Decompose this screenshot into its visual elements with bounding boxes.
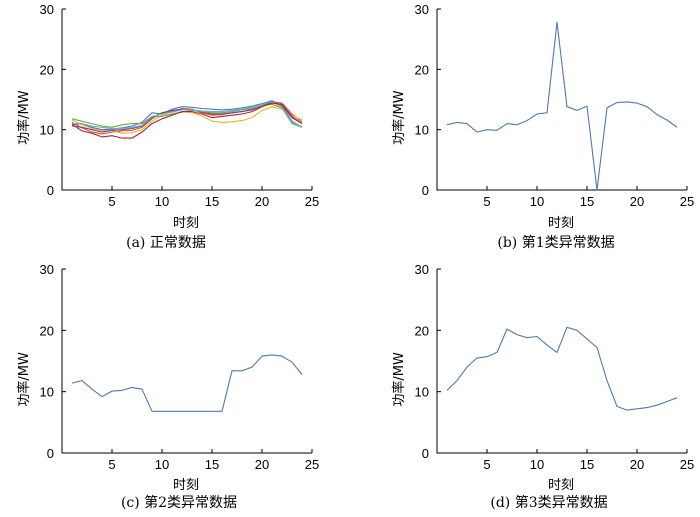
y-tick-label: 10 — [415, 385, 429, 400]
series-line-5 — [71, 103, 303, 128]
chart-panel-4: 5 10 15 20 25 0 10 20 30 功率/MW 时刻(d) 第3类异常数据 — [391, 262, 694, 511]
x-tick-label: 10 — [155, 457, 169, 472]
panel-caption: (a) 正常数据 — [126, 235, 206, 251]
x-tick-label: 15 — [580, 194, 594, 209]
y-tick-label: 0 — [422, 446, 429, 461]
x-tick-label: 25 — [680, 194, 694, 209]
y-tick-label: 10 — [40, 123, 54, 138]
chart-panel-2: 5 10 15 20 25 0 10 20 30 功率/MW 时刻 (b) 第1类异常数据 — [391, 2, 694, 251]
x-tick-label: 5 — [483, 457, 490, 472]
y-tick-label: 20 — [40, 62, 54, 77]
x-tick-label: 5 — [108, 457, 115, 472]
x-tick-label: 5 — [108, 194, 115, 209]
panel-caption: (c) 第2类异常数据 — [121, 494, 237, 511]
panel-caption: (b) 第1类异常数据 — [497, 234, 614, 251]
x-axis-label: 时刻 — [548, 478, 574, 493]
y-tick-label: 10 — [40, 385, 54, 400]
axis-lines — [61, 269, 312, 454]
y-tick-label: 0 — [422, 183, 429, 198]
chart-panel-1: 5 10 15 20 25 0 10 20 30 功率/MW 时刻 (a) 正常数据 — [16, 2, 319, 251]
axis-lines — [61, 9, 312, 191]
panel-caption: (d) 第3类异常数据 — [490, 494, 607, 511]
x-tick-label: 20 — [255, 457, 269, 472]
x-tick-label: 25 — [680, 457, 694, 472]
series-line-1 — [71, 100, 303, 131]
y-tick-label: 0 — [47, 183, 54, 198]
y-tick-label: 0 — [47, 446, 54, 461]
y-tick-label: 10 — [415, 123, 429, 138]
x-axis-label: 时刻 — [173, 478, 199, 493]
y-tick-label: 30 — [415, 262, 429, 277]
y-axis-label: 功率/MW — [16, 352, 32, 407]
y-tick-label: 20 — [415, 62, 429, 77]
series-line-6 — [72, 101, 303, 130]
y-tick-label: 30 — [40, 2, 54, 17]
y-tick-label: 20 — [40, 323, 54, 338]
y-tick-label: 30 — [415, 2, 429, 17]
x-tick-label: 25 — [305, 194, 319, 209]
y-axis-label: 功率/MW — [391, 90, 407, 145]
x-tick-label: 20 — [630, 194, 644, 209]
x-axis-label: 时刻 — [548, 216, 574, 231]
axis-lines — [436, 269, 687, 454]
x-tick-label: 10 — [530, 457, 544, 472]
x-tick-label: 15 — [205, 194, 219, 209]
x-tick-label: 10 — [530, 194, 544, 209]
y-tick-label: 20 — [415, 323, 429, 338]
y-tick-label: 30 — [40, 262, 54, 277]
x-tick-label: 20 — [255, 194, 269, 209]
series-line-7 — [71, 102, 303, 139]
series-line-1 — [446, 326, 678, 411]
x-tick-label: 15 — [580, 457, 594, 472]
axis-lines — [436, 9, 687, 191]
x-tick-label: 10 — [155, 194, 169, 209]
chart-panel-3: 5 10 15 20 25 0 10 20 30 功率/MW 时刻(c) 第2类异常数据 — [16, 262, 319, 511]
y-axis-label: 功率/MW — [16, 90, 32, 145]
y-axis-label: 功率/MW — [391, 352, 407, 407]
x-tick-label: 20 — [630, 457, 644, 472]
series-line-1 — [71, 354, 303, 412]
x-tick-label: 25 — [305, 457, 319, 472]
series-line-1 — [446, 21, 678, 191]
x-tick-label: 5 — [483, 194, 490, 209]
x-tick-label: 15 — [205, 457, 219, 472]
x-axis-label: 时刻 — [173, 216, 199, 231]
